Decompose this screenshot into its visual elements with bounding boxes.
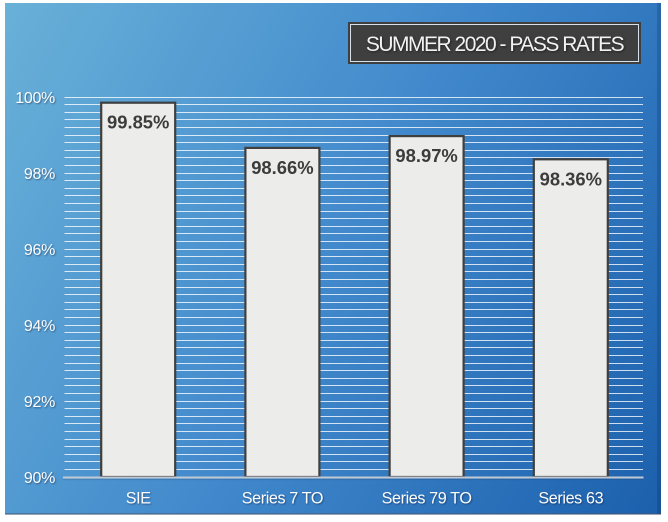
svg-text:94%: 94% xyxy=(24,318,55,335)
svg-text:90%: 90% xyxy=(24,470,55,487)
svg-text:98.66%: 98.66% xyxy=(251,157,313,178)
svg-text:98%: 98% xyxy=(24,166,55,183)
svg-text:Series 7 TO: Series 7 TO xyxy=(242,490,323,508)
svg-text:92%: 92% xyxy=(24,394,55,411)
svg-text:100%: 100% xyxy=(15,90,55,107)
svg-text:96%: 96% xyxy=(24,242,55,259)
svg-text:Series 79 TO: Series 79 TO xyxy=(382,490,472,508)
svg-text:98.97%: 98.97% xyxy=(395,145,457,166)
svg-text:99.85%: 99.85% xyxy=(107,112,169,133)
svg-text:98.36%: 98.36% xyxy=(540,168,602,189)
svg-text:Series 63: Series 63 xyxy=(538,490,603,508)
svg-text:SIE: SIE xyxy=(126,490,151,508)
